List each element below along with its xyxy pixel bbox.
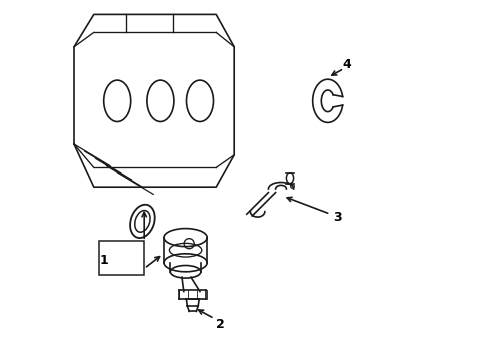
Text: 1: 1 [99,255,108,267]
Text: 2: 2 [216,318,225,330]
Text: 4: 4 [342,58,351,71]
Bar [99,241,144,275]
Text: 3: 3 [333,211,342,224]
